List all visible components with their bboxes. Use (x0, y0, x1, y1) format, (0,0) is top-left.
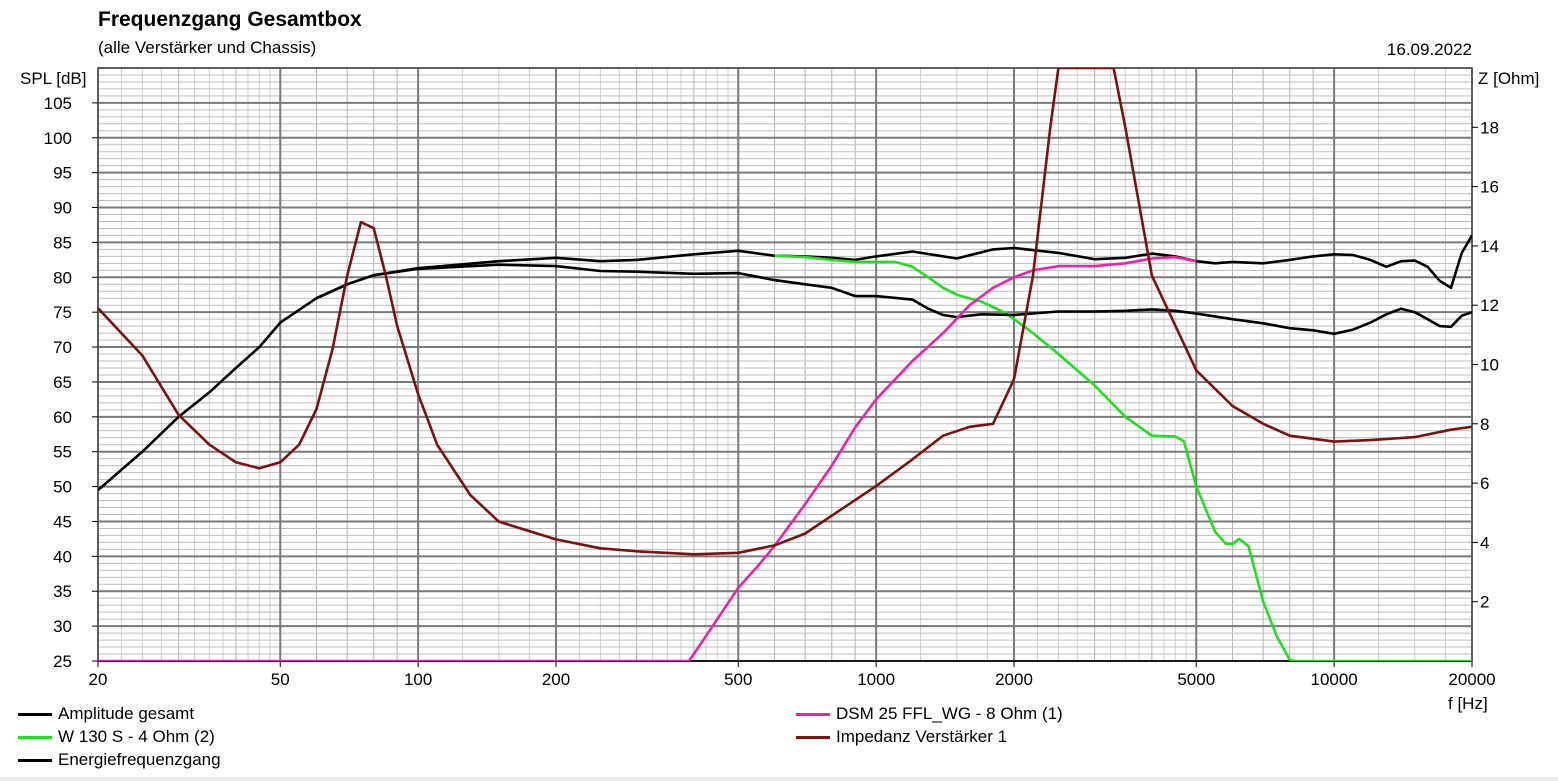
y2-tick-label: 2 (1480, 593, 1489, 612)
legend-swatch (796, 712, 830, 716)
y2-tick-label: 18 (1480, 118, 1499, 137)
x-tick-label: 100 (404, 670, 432, 689)
y-tick-label: 30 (53, 617, 72, 636)
y-tick-label: 75 (53, 303, 72, 322)
chart-date: 16.09.2022 (1386, 40, 1472, 59)
x-tick-label: 500 (724, 670, 752, 689)
series-line-2 (315, 263, 1472, 336)
series-line-4 (98, 68, 1472, 556)
y2-tick-label: 6 (1480, 474, 1489, 493)
x-tick-label: 5000 (1177, 670, 1215, 689)
legend-label: Amplitude gesamt (58, 704, 195, 723)
y-tick-label: 100 (44, 129, 72, 148)
series-line-1 (774, 254, 1472, 661)
legend-swatch (18, 758, 52, 762)
legend-label: W 130 S - 4 Ohm (2) (58, 727, 215, 746)
x-tick-label: 20000 (1448, 670, 1495, 689)
legend-label: Impedanz Verstärker 1 (836, 727, 1008, 746)
y-tick-label: 35 (53, 582, 72, 601)
y-tick-label: 45 (53, 512, 72, 531)
y2-tick-label: 4 (1480, 533, 1489, 552)
y2-tick-label: 12 (1480, 296, 1499, 315)
legend-label: Energiefrequenzgang (58, 750, 221, 769)
legend-item-impedanz: Impedanz Verstärker 1 (796, 727, 1007, 747)
y-tick-label: 50 (53, 478, 72, 497)
y-tick-label: 60 (53, 408, 72, 427)
y-tick-label: 80 (53, 268, 72, 287)
y-tick-label: 65 (53, 373, 72, 392)
x-tick-label: 200 (542, 670, 570, 689)
bottom-divider (0, 777, 1558, 781)
legend-item-amplitude-gesamt: Amplitude gesamt (18, 704, 194, 724)
y-axis-label: SPL [dB] (20, 69, 86, 88)
chart-series (98, 68, 1472, 661)
x-axis-label: f [Hz] (1448, 694, 1488, 713)
chart-tick-labels: 25 30 35 40 45 50 55 60 65 70 75 80 85 90 95 100 105 2 4 6 8… (20, 69, 1539, 713)
legend-item-dsm25: DSM 25 FFL_WG - 8 Ohm (1) (796, 704, 1063, 724)
x-tick-label: 20 (89, 670, 108, 689)
y-tick-label: 70 (53, 338, 72, 357)
y-tick-label: 55 (53, 443, 72, 462)
y-tick-label: 105 (44, 94, 72, 113)
legend-item-energiefrequenzgang: Energiefrequenzgang (18, 750, 221, 770)
legend-item-w130s: W 130 S - 4 Ohm (2) (18, 727, 215, 747)
plot-frame (97, 67, 1473, 662)
y-tick-label: 85 (53, 233, 72, 252)
y-tick-label: 90 (53, 199, 72, 218)
chart-grid (97, 67, 1473, 662)
y2-tick-label: 10 (1480, 356, 1499, 375)
y-tick-label: 25 (53, 652, 72, 671)
x-tick-label: 2000 (995, 670, 1033, 689)
legend-swatch (18, 735, 52, 739)
legend-label: DSM 25 FFL_WG - 8 Ohm (1) (836, 704, 1063, 723)
series-line-3 (98, 255, 1197, 661)
chart-subtitle: (alle Verstärker und Chassis) (98, 38, 317, 57)
chart-title: Frequenzgang Gesamtbox (98, 8, 362, 31)
y-tick-label: 40 (53, 547, 72, 566)
y2-axis-label: Z [Ohm] (1478, 69, 1539, 88)
y2-tick-label: 8 (1480, 415, 1489, 434)
legend-swatch (18, 712, 52, 716)
x-tick-label: 50 (271, 670, 290, 689)
y2-tick-label: 16 (1480, 178, 1499, 197)
x-tick-label: 1000 (857, 670, 895, 689)
y-tick-label: 95 (53, 164, 72, 183)
x-tick-label: 10000 (1310, 670, 1357, 689)
y2-tick-label: 14 (1480, 237, 1499, 256)
legend-swatch (796, 735, 830, 739)
